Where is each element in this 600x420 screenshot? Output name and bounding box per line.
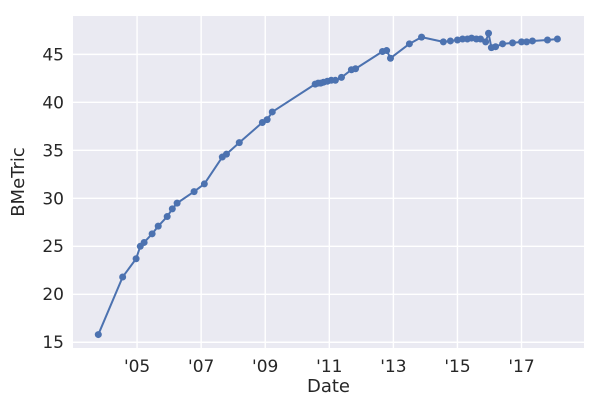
data-point — [119, 273, 127, 281]
data-point — [235, 139, 243, 147]
data-point — [173, 199, 181, 207]
x-axis-label: Date — [306, 376, 351, 397]
data-point — [405, 40, 413, 48]
y-tick-label: 40 — [42, 93, 64, 113]
data-point — [190, 188, 198, 196]
data-point — [222, 150, 230, 158]
x-tick-label: '09 — [252, 357, 278, 377]
data-point — [492, 43, 500, 51]
data-point — [482, 38, 490, 46]
x-tick-label: '11 — [316, 357, 342, 377]
data-point — [263, 116, 271, 124]
data-point — [132, 255, 140, 263]
data-point — [94, 331, 102, 339]
data-point — [383, 47, 391, 55]
x-tick-label: '07 — [188, 357, 214, 377]
data-point — [523, 38, 531, 46]
plot-area — [73, 16, 584, 348]
data-line — [97, 32, 559, 336]
data-point — [140, 238, 148, 246]
data-point — [528, 37, 536, 45]
data-point — [337, 73, 345, 81]
data-point — [268, 108, 276, 116]
data-point — [386, 54, 394, 62]
data-point — [485, 29, 493, 37]
data-point — [499, 40, 507, 48]
data-point — [154, 222, 162, 230]
data-point — [553, 35, 561, 43]
data-point — [543, 36, 551, 44]
data-point — [439, 38, 447, 46]
data-point — [148, 230, 156, 238]
data-point — [168, 205, 176, 213]
y-tick-label: 25 — [42, 237, 64, 257]
data-point — [446, 37, 454, 45]
y-tick-label: 30 — [42, 189, 64, 209]
data-point — [200, 180, 208, 188]
data-point — [331, 76, 339, 84]
data-point — [518, 38, 526, 46]
y-tick-label: 20 — [42, 285, 64, 305]
x-tick-label: '13 — [380, 357, 406, 377]
data-point — [459, 35, 467, 43]
data-point — [509, 39, 517, 47]
x-tick-label: '17 — [508, 357, 534, 377]
data-point — [418, 33, 426, 41]
y-tick-label: 15 — [42, 333, 64, 353]
data-point — [352, 65, 360, 73]
data-point — [477, 35, 485, 43]
x-tick-label: '05 — [124, 357, 150, 377]
y-axis-label: BMeTric — [8, 147, 29, 217]
y-tick-label: 35 — [42, 141, 64, 161]
x-tick-label: '15 — [444, 357, 470, 377]
data-point — [163, 213, 171, 221]
y-tick-label: 45 — [42, 45, 64, 65]
